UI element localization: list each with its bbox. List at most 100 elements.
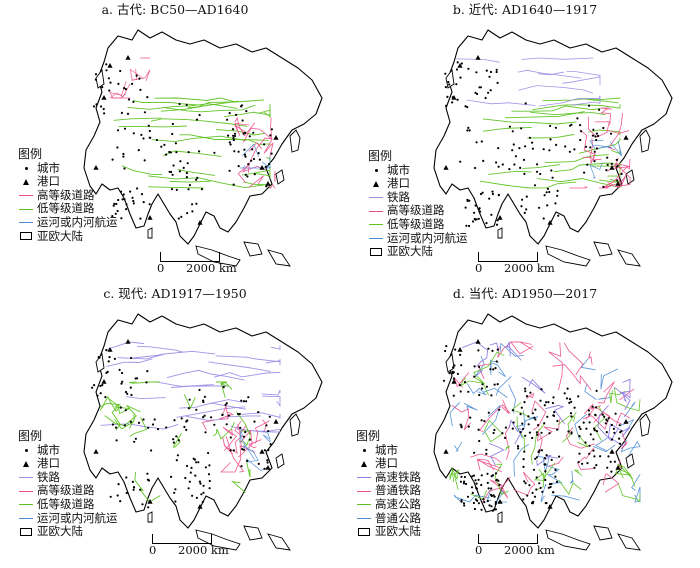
island bbox=[267, 249, 291, 267]
island bbox=[445, 352, 455, 373]
route-line bbox=[621, 391, 631, 403]
city-point bbox=[486, 472, 489, 475]
city-point bbox=[538, 449, 541, 452]
panel-title: b. 近代: AD1640—1917 bbox=[452, 2, 598, 17]
city-point bbox=[552, 414, 555, 417]
city-point bbox=[175, 188, 178, 191]
city-point bbox=[148, 129, 151, 133]
port-triangle bbox=[475, 55, 481, 60]
route-line bbox=[127, 103, 238, 110]
route-line bbox=[582, 152, 602, 164]
city-point bbox=[175, 151, 178, 154]
route-line bbox=[536, 418, 561, 442]
city-point bbox=[462, 502, 466, 505]
city-point bbox=[442, 379, 446, 382]
city-point bbox=[591, 405, 594, 408]
city-point bbox=[620, 172, 623, 176]
city-point bbox=[519, 413, 522, 416]
city-point bbox=[100, 105, 103, 108]
city-point bbox=[184, 476, 187, 480]
city-point bbox=[129, 190, 132, 193]
city-point bbox=[488, 75, 491, 78]
city-point bbox=[463, 381, 467, 384]
city-point bbox=[123, 198, 126, 201]
route-line-symbol bbox=[18, 191, 34, 201]
city-point bbox=[120, 371, 124, 375]
route-line bbox=[505, 341, 522, 361]
route-line bbox=[563, 342, 584, 375]
route-line bbox=[488, 443, 505, 466]
port-triangle bbox=[615, 181, 621, 186]
route-line bbox=[256, 170, 271, 179]
route-line-symbol bbox=[356, 473, 372, 483]
city-point bbox=[568, 398, 572, 401]
city-point bbox=[473, 507, 476, 511]
route-line bbox=[132, 350, 216, 359]
route-line bbox=[594, 121, 630, 134]
city-point bbox=[132, 100, 135, 103]
city-point bbox=[466, 106, 469, 109]
city-point bbox=[520, 205, 523, 208]
city-point bbox=[549, 138, 552, 141]
route-line bbox=[589, 138, 593, 159]
route-line bbox=[631, 474, 641, 491]
city-point bbox=[546, 204, 549, 207]
city-point bbox=[494, 367, 497, 370]
city-point bbox=[175, 459, 178, 462]
route-line bbox=[613, 387, 641, 412]
city-point bbox=[538, 206, 541, 209]
city-point bbox=[213, 151, 216, 154]
city-point bbox=[452, 366, 455, 369]
city-point bbox=[115, 426, 118, 429]
city-point bbox=[237, 150, 240, 153]
city-point bbox=[610, 470, 613, 473]
route-line bbox=[276, 401, 281, 408]
legend-item: 城市 bbox=[368, 163, 468, 178]
island bbox=[497, 511, 503, 523]
city-point bbox=[520, 127, 523, 130]
city-point bbox=[187, 188, 190, 191]
triangle-icon bbox=[23, 178, 29, 185]
route-line bbox=[262, 430, 271, 443]
city-point bbox=[602, 126, 605, 130]
city-point bbox=[487, 347, 490, 350]
city-point bbox=[119, 190, 123, 193]
city-point bbox=[180, 215, 183, 218]
city-point bbox=[592, 449, 595, 452]
legend-title: 图例 bbox=[18, 147, 43, 161]
city-point bbox=[265, 424, 268, 427]
route-line bbox=[482, 118, 577, 125]
island bbox=[593, 525, 613, 541]
route-line bbox=[166, 369, 245, 381]
city-point bbox=[177, 439, 180, 442]
port-triangle bbox=[107, 63, 113, 68]
city-point bbox=[198, 388, 201, 392]
city-point bbox=[525, 195, 528, 198]
city-point bbox=[146, 96, 149, 99]
route-line bbox=[499, 342, 524, 357]
route-line bbox=[201, 420, 215, 431]
city-point bbox=[263, 449, 266, 452]
city-point bbox=[270, 128, 273, 131]
city-point bbox=[605, 169, 608, 172]
city-point bbox=[188, 398, 191, 401]
island bbox=[147, 227, 153, 239]
city-point bbox=[547, 401, 550, 404]
city-point bbox=[151, 423, 155, 426]
island bbox=[289, 129, 301, 153]
city-point bbox=[486, 499, 489, 503]
line-swatch-icon bbox=[19, 490, 33, 492]
city-point bbox=[176, 454, 179, 457]
city-point bbox=[511, 427, 514, 430]
city-point bbox=[588, 104, 591, 107]
city-point bbox=[455, 83, 458, 86]
eurasia-landmass bbox=[433, 29, 673, 245]
port-points bbox=[443, 339, 629, 509]
map-legend: 图例 城市 港口 高等级道路 低等级道路 运河或内河航运 亚欧大陆 bbox=[18, 147, 118, 243]
city-point bbox=[204, 466, 207, 469]
route-line bbox=[179, 134, 269, 141]
city-point bbox=[174, 500, 177, 503]
panel-title: c. 现代: AD1917—1950 bbox=[103, 286, 247, 301]
city-point bbox=[129, 386, 132, 389]
city-point bbox=[140, 193, 144, 196]
